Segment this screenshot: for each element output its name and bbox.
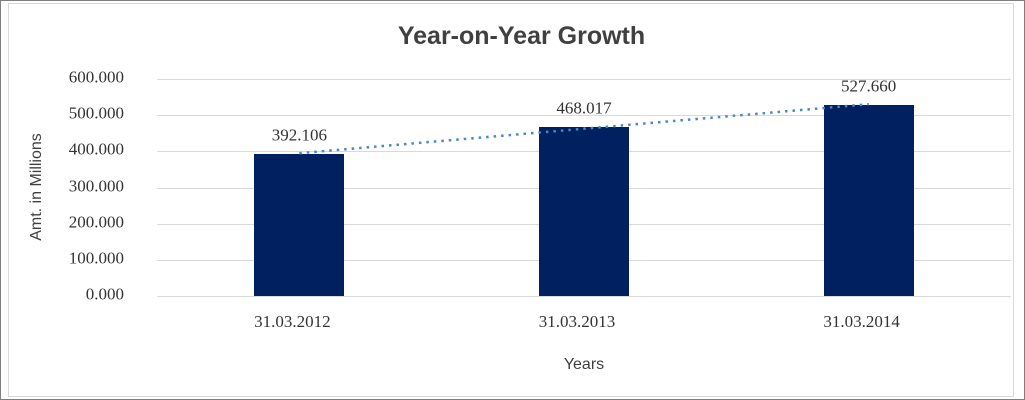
ytick-400.000: 400.000: [68, 139, 124, 159]
ytick-0.000: 0.000: [85, 284, 124, 304]
gridline-600: [157, 79, 1011, 80]
xtick-31.03.2013: 31.03.2013: [538, 312, 616, 331]
data-label-31.03.2012: 392.106: [271, 125, 327, 145]
gridline-500: [157, 115, 1011, 117]
ytick-100.000: 100.000: [68, 248, 124, 268]
chart-area: Year-on-Year Growth Amt. in Millions 392…: [8, 3, 1014, 397]
ytick-600.000: 600.000: [68, 67, 124, 87]
ytick-200.000: 200.000: [68, 212, 124, 232]
data-label-31.03.2013: 468.017: [556, 98, 612, 118]
trendline-dotted: [299, 102, 869, 155]
trendline-svg: [299, 102, 869, 155]
bar-31.03.2012: [254, 154, 345, 296]
xtick-31.03.2012: 31.03.2012: [254, 312, 331, 331]
ytick-500.000: 500.000: [68, 103, 124, 123]
ytick-300.000: 300.000: [68, 176, 124, 195]
x-axis-title: Years: [563, 356, 605, 373]
xtick-31.03.2014: 31.03.2014: [823, 312, 900, 331]
bar-31.03.2013: [539, 126, 629, 296]
bar-31.03.2014: [823, 105, 914, 296]
plot-area: 392.106 468.017 527.660: [157, 76, 1011, 297]
data-label-31.03.2014: 527.660: [841, 76, 897, 96]
gridline-0: [157, 296, 1011, 297]
chart-title: Year-on-Year Growth: [397, 22, 646, 50]
